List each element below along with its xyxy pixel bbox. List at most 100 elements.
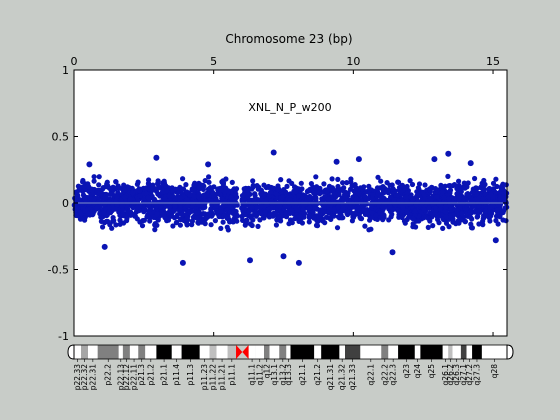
ideogram-band — [381, 345, 389, 359]
data-point — [319, 216, 325, 222]
data-point — [385, 197, 391, 204]
data-point — [446, 196, 452, 202]
data-point — [192, 209, 198, 215]
data-point — [117, 217, 123, 223]
data-point — [296, 193, 302, 199]
data-point — [156, 192, 162, 198]
data-point — [113, 222, 119, 228]
band-label: p11.21 — [218, 364, 227, 390]
data-point — [135, 204, 141, 210]
band-label: q13.2 — [278, 364, 287, 386]
data-point — [77, 184, 83, 190]
data-point — [192, 180, 198, 186]
ideogram-band — [138, 345, 146, 359]
ideogram-band — [129, 345, 139, 359]
data-point — [367, 187, 373, 193]
ideogram-band — [398, 345, 415, 359]
ideogram-cap-right — [506, 344, 514, 360]
data-point — [316, 189, 322, 195]
data-point — [443, 204, 449, 210]
data-point — [380, 204, 386, 210]
data-point — [427, 187, 433, 193]
band-label: q13.1 — [270, 364, 279, 386]
data-point — [314, 184, 320, 190]
data-point — [201, 192, 207, 198]
band-label: p21.3 — [137, 364, 146, 386]
band-label: q11.1 — [248, 364, 257, 386]
data-point — [488, 213, 494, 219]
data-point — [257, 217, 263, 223]
data-point-outlier — [179, 259, 186, 266]
data-point — [370, 192, 376, 198]
data-point — [447, 203, 453, 209]
data-point — [367, 217, 373, 223]
data-point — [91, 174, 97, 180]
data-point — [263, 197, 269, 203]
data-point — [335, 183, 341, 190]
data-point-outlier — [355, 156, 362, 163]
data-point — [336, 192, 342, 198]
data-point — [445, 173, 451, 179]
data-point — [434, 194, 440, 200]
data-point — [485, 194, 491, 200]
data-point — [321, 181, 327, 187]
data-point — [498, 186, 504, 192]
band-label: q27.2 — [465, 364, 474, 386]
data-point — [368, 202, 375, 208]
data-point — [212, 218, 218, 224]
data-point — [270, 213, 276, 219]
band-label: q21.32 — [338, 364, 347, 390]
data-point — [335, 204, 341, 210]
band-label: q22.3 — [389, 364, 398, 386]
data-point — [184, 197, 190, 203]
y-tick-label: -0.5 — [48, 264, 69, 277]
data-point — [358, 199, 364, 205]
data-point — [459, 211, 465, 217]
data-point — [221, 213, 227, 219]
data-point — [253, 205, 259, 211]
data-point — [377, 185, 383, 191]
data-point — [456, 193, 462, 199]
data-point — [419, 201, 425, 207]
data-point — [246, 199, 252, 205]
data-point — [379, 211, 385, 217]
data-point — [113, 206, 119, 212]
data-point — [397, 189, 404, 195]
data-point-outlier — [101, 243, 108, 250]
data-point — [318, 208, 324, 214]
data-point — [440, 225, 446, 231]
data-point — [163, 183, 169, 189]
data-point-outlier — [431, 156, 438, 163]
y-tick-label: 0.5 — [52, 131, 70, 144]
data-point — [217, 192, 223, 198]
data-point — [273, 222, 279, 228]
data-point — [208, 198, 214, 204]
ideogram-outline — [73, 344, 508, 360]
data-point — [487, 204, 493, 210]
data-point — [217, 187, 224, 193]
data-point — [282, 204, 288, 210]
data-point — [287, 197, 293, 203]
band-label: p22.32 — [80, 364, 89, 390]
data-point — [313, 174, 319, 180]
data-point — [446, 224, 452, 230]
data-point — [298, 180, 304, 186]
data-point — [103, 218, 110, 224]
data-point — [305, 188, 311, 194]
band-label: p22.33 — [73, 364, 82, 390]
data-point — [121, 182, 127, 188]
band-label: q24 — [413, 364, 422, 379]
data-point — [322, 220, 328, 226]
x-axis: 0 5 10 15 — [71, 55, 500, 336]
data-point — [475, 213, 481, 219]
data-point — [219, 196, 225, 202]
data-point — [139, 223, 146, 229]
data-point — [172, 186, 179, 192]
ideogram-band — [74, 345, 81, 359]
data-point — [442, 208, 448, 214]
data-point — [108, 186, 115, 192]
data-point — [325, 187, 331, 193]
ideogram-band — [290, 345, 315, 359]
data-point — [430, 223, 436, 229]
data-point — [91, 196, 97, 202]
